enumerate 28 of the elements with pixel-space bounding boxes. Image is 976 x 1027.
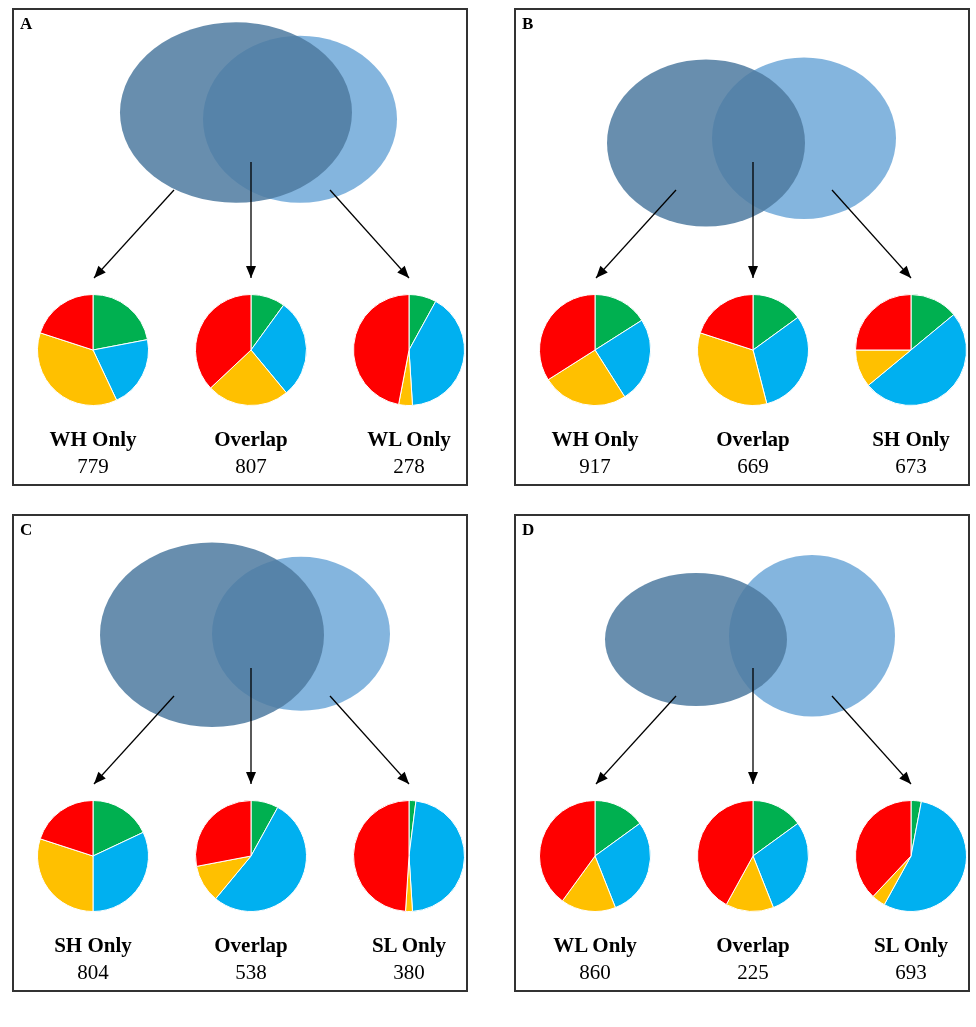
text: C xyxy=(20,520,33,540)
text: 917 xyxy=(578,453,612,480)
text: WH Only xyxy=(48,426,138,452)
text: 278 xyxy=(392,453,426,480)
text: A xyxy=(20,14,33,34)
text: WL Only xyxy=(366,426,452,452)
text: 225 xyxy=(736,959,770,986)
text: D xyxy=(522,520,535,540)
text: SH Only xyxy=(53,932,133,958)
text: B xyxy=(522,14,534,34)
text: Overlap xyxy=(715,426,791,452)
text: WH Only xyxy=(550,426,640,452)
text: SH Only xyxy=(871,426,951,452)
text: 779 xyxy=(76,453,110,480)
text: Overlap xyxy=(213,426,289,452)
text: 673 xyxy=(894,453,928,480)
text: SL Only xyxy=(872,932,950,958)
text: 538 xyxy=(234,959,268,986)
text: 804 xyxy=(76,959,110,986)
text: 807 xyxy=(234,453,268,480)
text: 380 xyxy=(392,959,426,986)
text: Overlap xyxy=(715,932,791,958)
text: 693 xyxy=(894,959,928,986)
text: 860 xyxy=(578,959,612,986)
text: WL Only xyxy=(552,932,638,958)
text: Overlap xyxy=(213,932,289,958)
text: 669 xyxy=(736,453,770,480)
text: SL Only xyxy=(370,932,448,958)
